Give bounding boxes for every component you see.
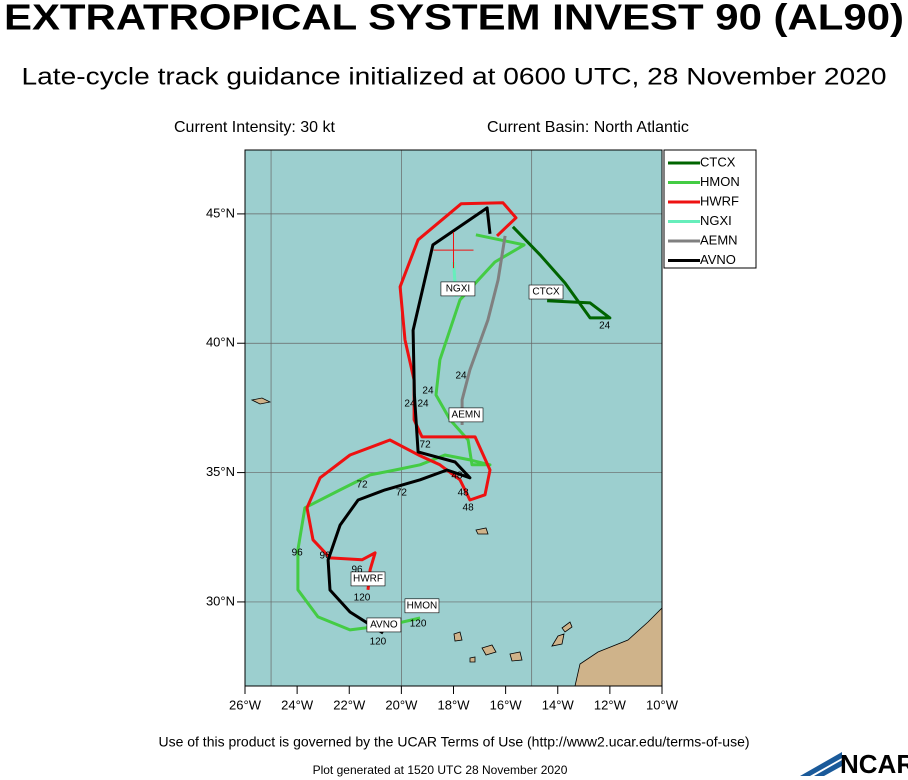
model-label: AVNO — [370, 620, 398, 631]
legend-label: HMON — [700, 174, 740, 189]
model-label-box — [350, 571, 386, 587]
x-tick-label: 10°W — [646, 697, 679, 712]
model-label-box — [366, 617, 402, 633]
logo-mark — [814, 760, 842, 776]
hour-label: 48 — [451, 471, 463, 482]
x-tick-label: 12°W — [594, 697, 627, 712]
hour-label: 24 — [455, 370, 467, 381]
island — [250, 397, 272, 405]
x-tick-label: 22°W — [333, 697, 366, 712]
hour-label: 24 — [422, 386, 434, 397]
generated: Plot generated at 1520 UTC 28 November 2… — [313, 763, 568, 777]
hour-label: 96 — [319, 551, 331, 562]
legend-entries: CTCX HMON HWRF NGXI AEMN AVNO — [668, 154, 740, 267]
hour-label: 96 — [352, 564, 364, 575]
legend — [663, 149, 757, 269]
island — [469, 656, 476, 663]
x-tick-label: 14°W — [542, 697, 575, 712]
subtitle: Late-cycle track guidance initialized at… — [22, 63, 887, 90]
y-tick-label: 45°N — [206, 205, 235, 220]
hour-label: 24 — [404, 399, 416, 410]
x-tick-label: 20°W — [385, 697, 418, 712]
y-tick-label: 40°N — [206, 335, 235, 350]
hour-label: 72 — [356, 480, 368, 491]
legend-label: NGXI — [700, 213, 732, 228]
legend-label: CTCX — [700, 154, 736, 169]
title: EXTRATROPICAL SYSTEM INVEST 90 (AL90) — [4, 0, 904, 38]
hour-label: 120 — [370, 636, 387, 647]
island — [561, 621, 573, 633]
x-tick-label: 26°W — [229, 697, 262, 712]
track — [511, 225, 612, 320]
model-label: HWRF — [353, 574, 383, 585]
island — [481, 644, 497, 656]
basin: Current Basin: North Atlantic — [487, 119, 689, 136]
hour-label: 24 — [599, 321, 611, 332]
island — [551, 633, 565, 647]
track — [296, 233, 526, 632]
logo: NCAR — [800, 749, 908, 779]
footer: Use of this product is governed by the U… — [158, 734, 749, 750]
hour-label: 120 — [354, 592, 371, 603]
track — [326, 206, 492, 635]
hour-label: 120 — [410, 619, 427, 630]
hour-label: 24 — [417, 399, 429, 410]
hour-label: 96 — [292, 547, 304, 558]
model-label: HMON — [407, 600, 438, 611]
legend-label: AVNO — [700, 252, 736, 267]
x-tick-label: 24°W — [281, 697, 314, 712]
x-tick-label: 16°W — [490, 697, 523, 712]
model-label-box — [440, 281, 476, 297]
hour-label: 72 — [396, 488, 408, 499]
track — [305, 201, 518, 590]
model-label-box — [404, 598, 440, 614]
model-label-box — [448, 407, 484, 423]
model-label: AEMN — [452, 410, 481, 421]
y-tick-label: 30°N — [206, 593, 235, 608]
track — [460, 235, 507, 425]
island — [453, 631, 463, 642]
hour-label: 48 — [463, 502, 475, 513]
x-tick-label: 18°W — [438, 697, 471, 712]
model-label-box — [528, 284, 564, 300]
legend-label: AEMN — [700, 232, 738, 247]
legend-label: HWRF — [700, 193, 739, 208]
island — [509, 651, 523, 662]
model-label: CTCX — [532, 287, 560, 298]
intensity: Current Intensity: 30 kt — [174, 119, 336, 136]
logo-text: NCAR — [840, 749, 908, 779]
land — [250, 397, 663, 687]
model-label: NGXI — [446, 284, 470, 295]
hour-label: 48 — [458, 488, 470, 499]
island — [475, 527, 489, 535]
hour-label: 72 — [420, 440, 432, 451]
logo-mark — [800, 752, 842, 776]
y-tick-label: 35°N — [206, 464, 235, 479]
